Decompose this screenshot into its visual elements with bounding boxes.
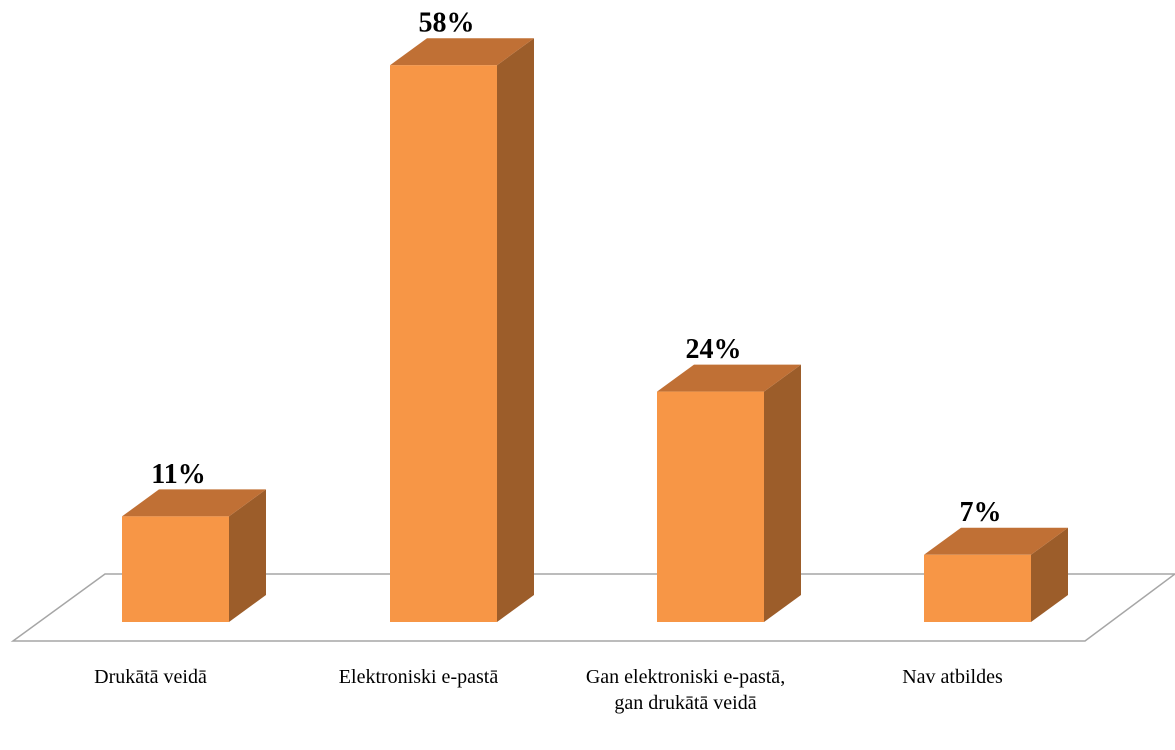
- bar-side: [1031, 527, 1068, 622]
- data-label: 24%: [686, 334, 742, 365]
- bar-side: [764, 364, 801, 622]
- data-label: 7%: [960, 497, 1002, 528]
- data-label: 11%: [151, 459, 205, 490]
- floor: [10, 573, 1175, 642]
- bar: [390, 65, 497, 622]
- data-label: 58%: [419, 8, 475, 39]
- bar-top: [657, 364, 801, 392]
- bar-top: [924, 527, 1068, 555]
- bar-side: [229, 489, 266, 622]
- x-tick-label: Nav atbildes: [902, 666, 1003, 688]
- x-tick-label: Gan elektroniski e-pastā, gan drukātā ve…: [585, 666, 786, 714]
- x-tick-label: Drukātā veidā: [94, 666, 207, 688]
- bar-top: [390, 38, 534, 66]
- x-tick-label: Elektroniski e-pastā: [338, 666, 499, 688]
- bar: [924, 554, 1031, 622]
- bar-side: [497, 38, 534, 622]
- bar: [122, 516, 229, 622]
- bar: [657, 391, 764, 622]
- bar-top: [122, 489, 266, 517]
